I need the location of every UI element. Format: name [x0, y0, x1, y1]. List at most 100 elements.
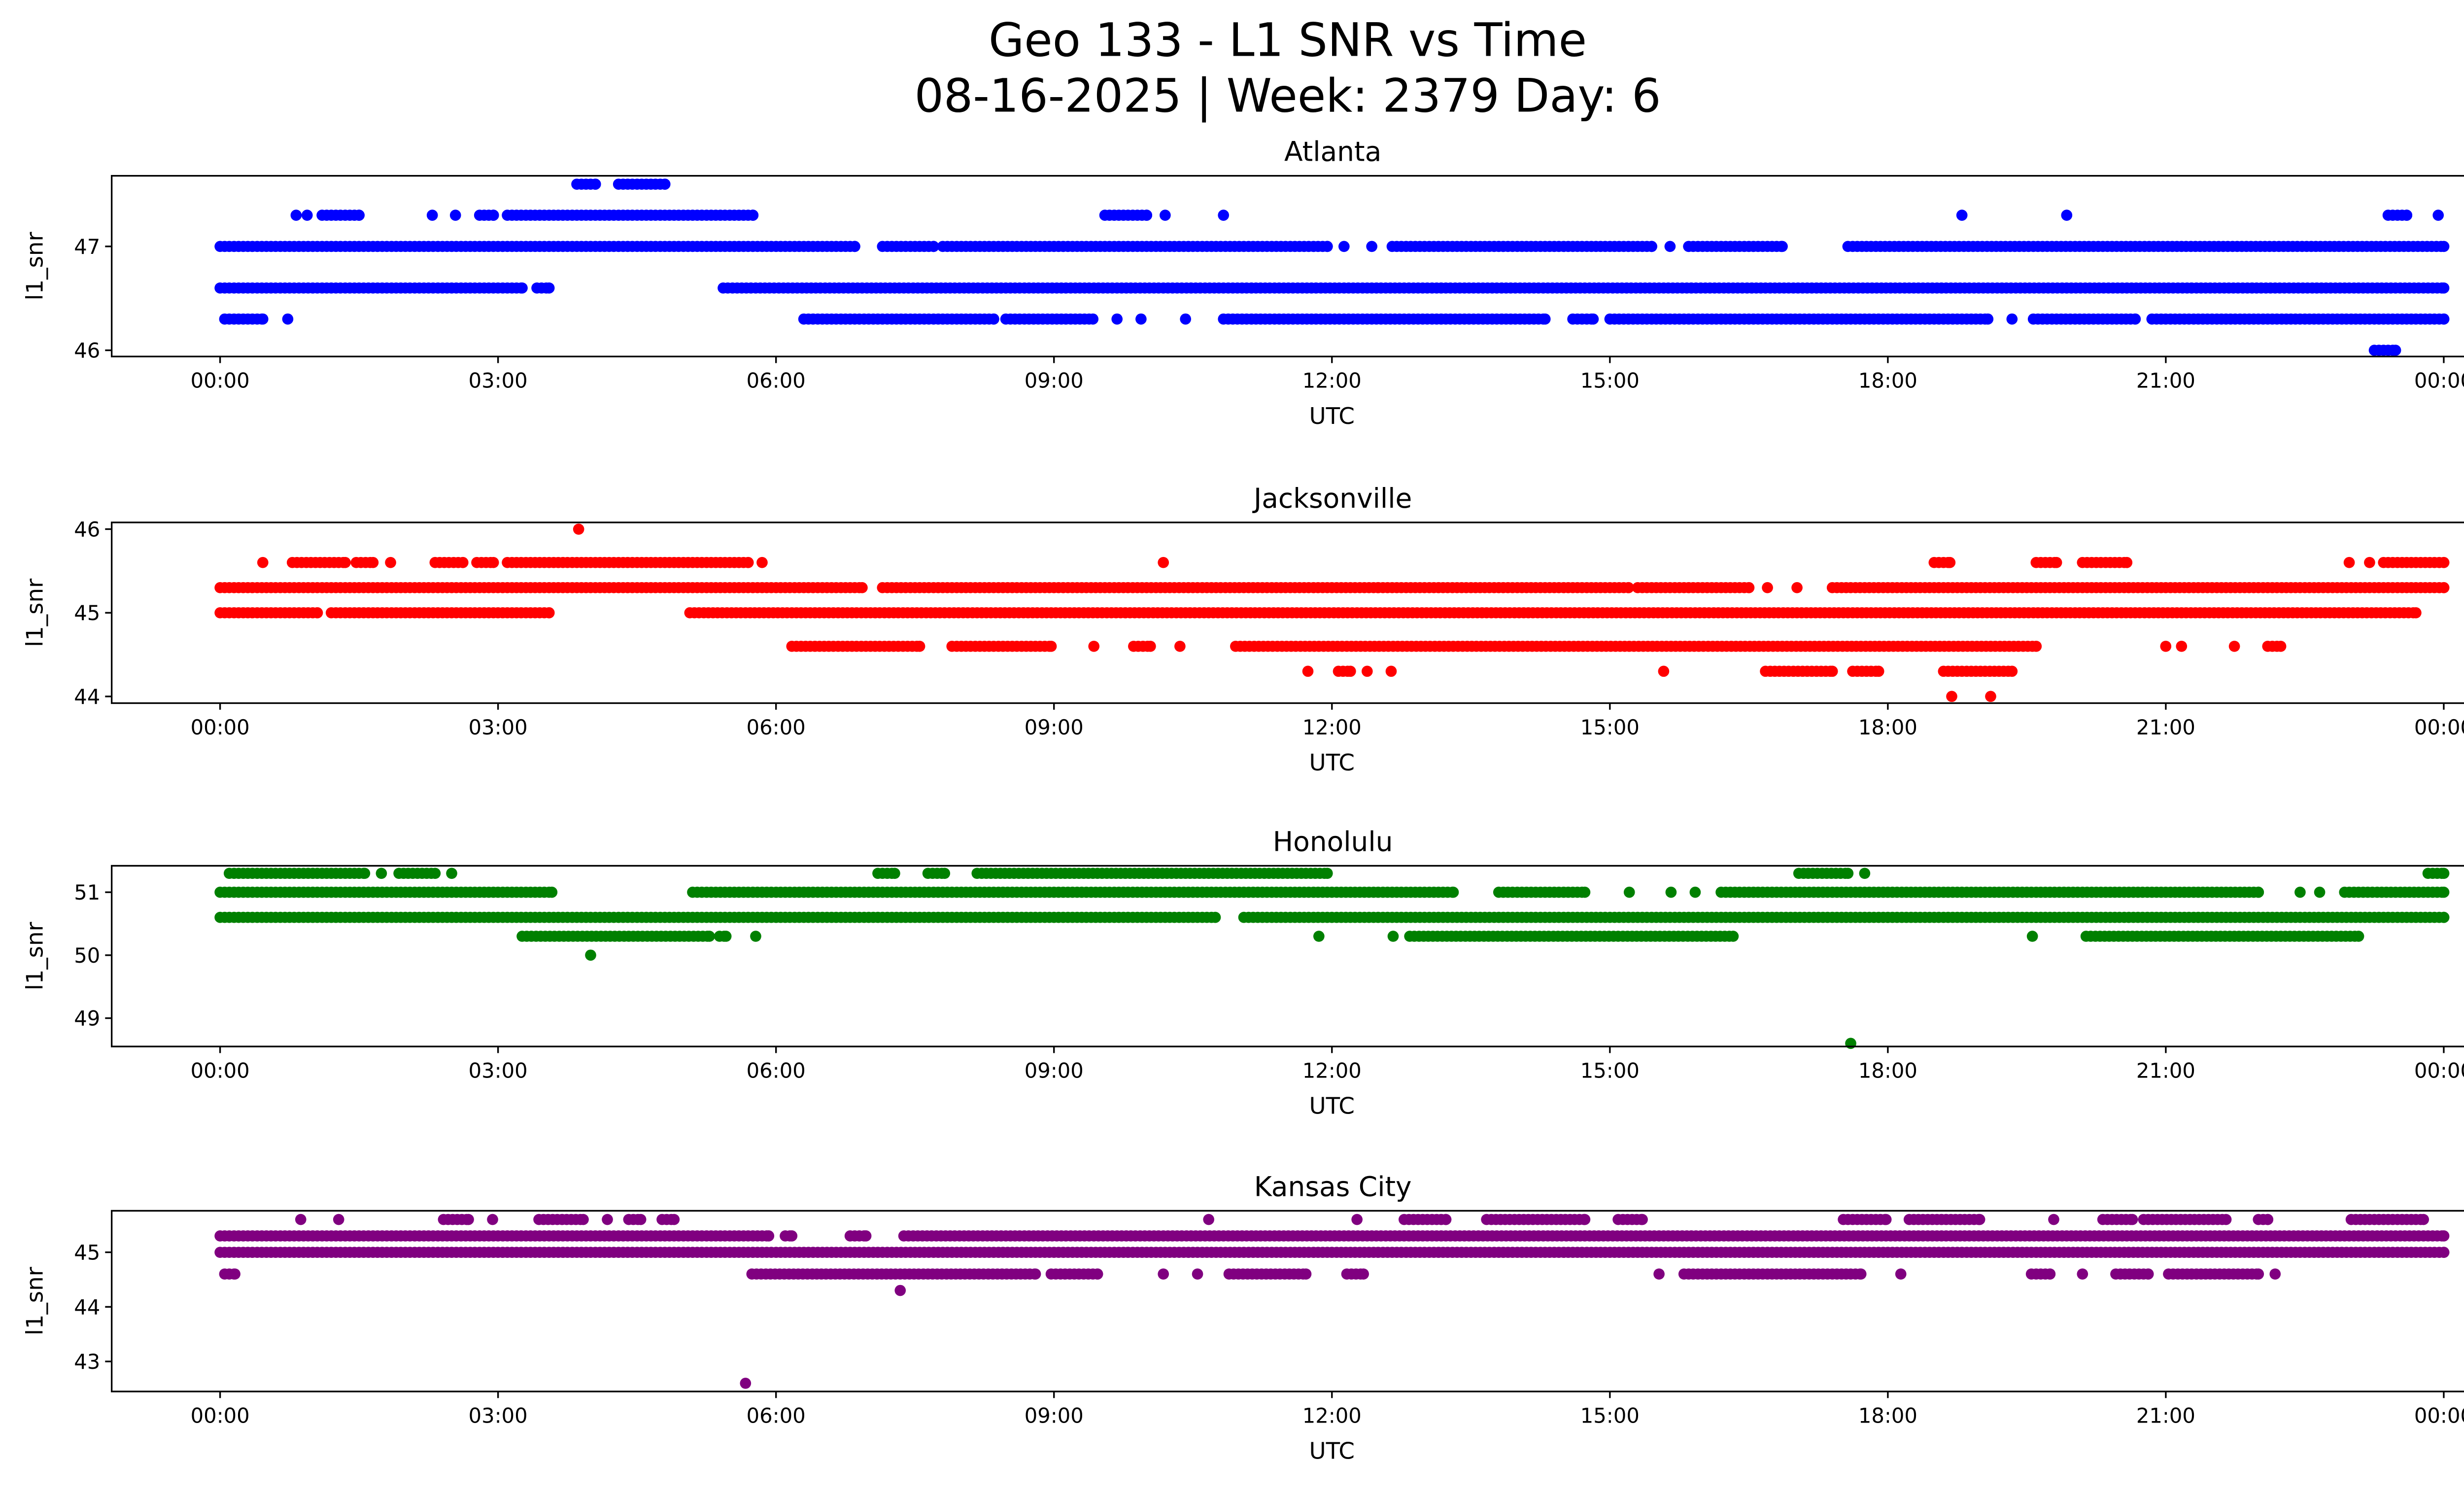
data-point	[1944, 556, 1956, 568]
data-point	[2030, 640, 2042, 652]
data-point	[750, 931, 761, 942]
data-point	[1321, 241, 1333, 252]
data-point	[1218, 209, 1230, 221]
data-point	[720, 931, 732, 942]
data-point	[589, 178, 601, 190]
data-point	[2129, 313, 2141, 325]
data-point	[1344, 665, 1356, 677]
x-tick-label: 03:00	[469, 1058, 528, 1082]
data-point	[295, 1214, 307, 1225]
plot-frame	[110, 174, 2464, 357]
y-tick-label: 46	[74, 517, 100, 541]
x-tick-label: 00:00	[191, 369, 250, 393]
data-point	[301, 209, 313, 221]
data-point	[2228, 640, 2240, 652]
data-points	[214, 178, 2450, 356]
data-point	[2262, 1214, 2274, 1225]
data-point	[2253, 886, 2264, 898]
data-point	[747, 209, 759, 221]
x-tick-label: 00:00	[191, 1058, 250, 1082]
data-point	[487, 556, 499, 568]
x-tick-label: 09:00	[1025, 715, 1084, 739]
data-point	[367, 556, 379, 568]
figure-title: Geo 133 - L1 SNR vs Time	[989, 13, 1587, 67]
data-point	[1158, 556, 1169, 568]
data-point	[1777, 241, 1788, 252]
data-point	[2275, 640, 2287, 652]
x-tick-label: 00:00	[191, 715, 250, 739]
data-point	[457, 556, 469, 568]
x-axis-label: UTC	[1309, 750, 1355, 776]
data-point	[704, 931, 715, 942]
data-point	[2294, 886, 2306, 898]
data-point	[939, 868, 951, 879]
data-point	[2401, 209, 2413, 221]
data-point	[2438, 868, 2450, 879]
data-point	[860, 1230, 872, 1242]
y-tick-label: 49	[74, 1007, 100, 1031]
data-point	[1180, 313, 1192, 325]
data-point	[340, 556, 351, 568]
x-tick-label: 15:00	[1580, 369, 1640, 393]
data-point	[2220, 1214, 2232, 1225]
data-point	[1956, 209, 1968, 221]
data-point	[1160, 209, 1171, 221]
subplot-title: Atlanta	[1284, 136, 1381, 168]
data-point	[1646, 241, 1657, 252]
data-point	[1826, 665, 1838, 677]
data-point	[2051, 556, 2062, 568]
data-point	[573, 523, 584, 535]
data-point	[1842, 868, 1854, 879]
x-tick-label: 12:00	[1302, 715, 1362, 739]
data-point	[543, 607, 555, 619]
x-tick-label: 15:00	[1580, 715, 1640, 739]
data-point	[2438, 582, 2450, 593]
data-point	[2364, 556, 2375, 568]
data-points	[214, 1214, 2450, 1389]
data-point	[282, 313, 294, 325]
x-tick-label: 21:00	[2136, 1058, 2195, 1082]
data-point	[786, 1230, 798, 1242]
data-point	[2026, 931, 2038, 942]
data-point	[446, 868, 457, 879]
data-point	[1579, 1214, 1591, 1225]
data-point	[1623, 582, 1634, 593]
data-point	[1974, 1214, 1985, 1225]
data-point	[1873, 665, 1884, 677]
data-point	[2048, 1214, 2059, 1225]
data-point	[1623, 886, 1635, 898]
data-point	[1302, 665, 1314, 677]
x-tick-label: 21:00	[2136, 715, 2195, 739]
x-tick-label: 09:00	[1025, 369, 1084, 393]
y-tick-label: 44	[74, 685, 100, 709]
data-point	[1141, 209, 1153, 221]
data-points	[214, 868, 2450, 1049]
data-point	[578, 1214, 589, 1225]
data-point	[914, 640, 925, 652]
x-tick-label: 18:00	[1858, 715, 1917, 739]
data-point	[849, 241, 860, 252]
data-point	[1637, 1214, 1648, 1225]
data-point	[2438, 556, 2450, 568]
x-tick-label: 00:00	[2414, 715, 2464, 739]
data-point	[928, 241, 939, 252]
data-point	[756, 556, 768, 568]
data-point	[487, 1214, 498, 1225]
x-tick-label: 21:00	[2136, 369, 2195, 393]
subplots: 00:00 03:00 06:00 09:00 12:00 15:00 18:00 21:00…	[22, 136, 2464, 1465]
subplot-kansas-city: 00:00 03:00 06:00 09:00 12:00 15:00 18:00 21:00…	[22, 1171, 2464, 1465]
data-points	[214, 523, 2450, 702]
y-tick-label: 50	[74, 943, 100, 968]
data-point	[1321, 868, 1333, 879]
subplot-honolulu: 00:00 03:00 06:00 09:00 12:00 15:00 18:00 21:00…	[22, 826, 2464, 1120]
data-point	[1727, 931, 1739, 942]
x-axis-label: UTC	[1309, 1093, 1355, 1120]
subplot-jacksonville: 00:00 03:00 06:00 09:00 12:00 15:00 18:00 21:00…	[22, 483, 2464, 776]
data-point	[659, 178, 671, 190]
data-point	[2006, 313, 2018, 325]
x-tick-label: 09:00	[1025, 1058, 1084, 1082]
data-point	[1762, 582, 1773, 593]
data-point	[1045, 640, 1057, 652]
data-point	[2353, 931, 2364, 942]
